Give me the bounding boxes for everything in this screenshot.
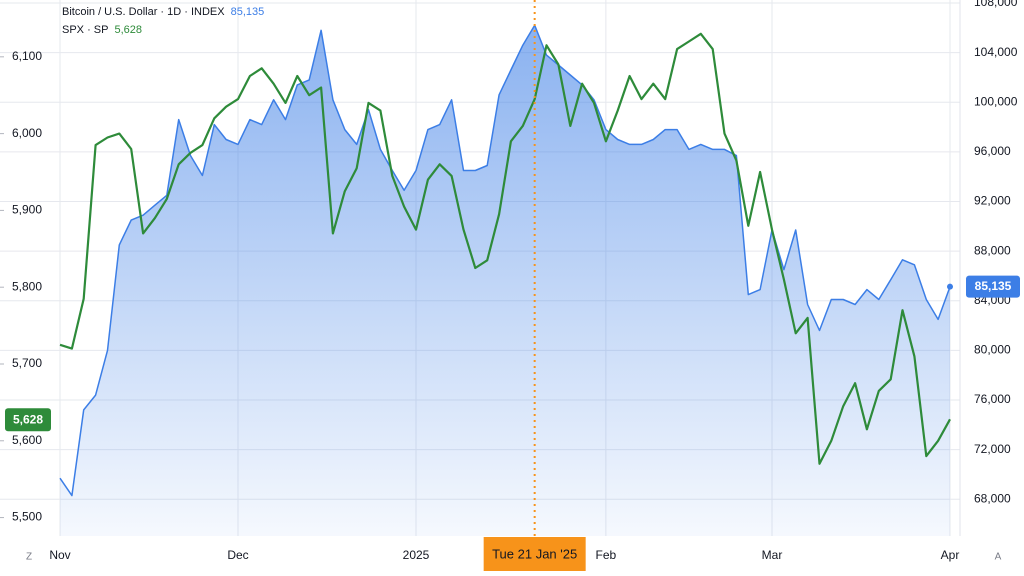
- line: [59, 32, 951, 465]
- y2-tick-label: 76,000: [974, 392, 1011, 406]
- y-tick-label: 5,800: [12, 279, 42, 293]
- y2-tick-label: 104,000: [974, 45, 1018, 59]
- legend-name[interactable]: Bitcoin / U.S. Dollar · 1D · INDEX: [62, 6, 225, 18]
- y2-tick-label: 100,000: [974, 94, 1018, 108]
- mark-layer: [59, 0, 953, 537]
- legend-name[interactable]: SPX · SP: [62, 24, 108, 36]
- last-point: [947, 283, 953, 290]
- x-tick-label: Apr: [941, 548, 960, 562]
- x-tick-label: Feb: [596, 548, 617, 562]
- control-button[interactable]: Z: [26, 552, 32, 563]
- crosshair-label: Tue 21 Jan '25: [492, 546, 577, 561]
- y-tick-label: 5,900: [12, 203, 42, 217]
- x-tick-label: Nov: [49, 548, 70, 562]
- y-tick-label: 5,700: [12, 356, 42, 370]
- control-button[interactable]: A: [995, 552, 1002, 563]
- y2-tick-label: 108,000: [974, 0, 1018, 9]
- y2-tick-label: 68,000: [974, 491, 1011, 505]
- last-value-tag: [5, 408, 51, 432]
- legend-value: 5,628: [114, 24, 142, 36]
- y2-tick-label: 72,000: [974, 442, 1011, 456]
- y-tick-label: 5,500: [12, 510, 42, 524]
- line: [59, 24, 951, 497]
- y-tick-label: 6,000: [12, 126, 42, 140]
- y2-tick-label: 92,000: [974, 194, 1011, 208]
- last-value-tag: [966, 275, 1020, 298]
- last-value-label: 5,628: [13, 412, 43, 426]
- crosshair-tag: [483, 537, 586, 571]
- x-tick-label: 2025: [403, 548, 430, 562]
- y-tick-label: 5,600: [12, 433, 42, 447]
- area: [60, 25, 950, 537]
- y2-tick-label: 96,000: [974, 144, 1011, 158]
- x-tick-label: Mar: [762, 548, 783, 562]
- legend-value: 85,135: [231, 6, 265, 18]
- y2-tick-label: 88,000: [974, 243, 1011, 257]
- y-tick-label: 6,100: [12, 49, 42, 63]
- y2-tick-label: 80,000: [974, 343, 1011, 357]
- x-tick-label: Dec: [227, 548, 248, 562]
- last-value-label: 85,135: [975, 279, 1012, 293]
